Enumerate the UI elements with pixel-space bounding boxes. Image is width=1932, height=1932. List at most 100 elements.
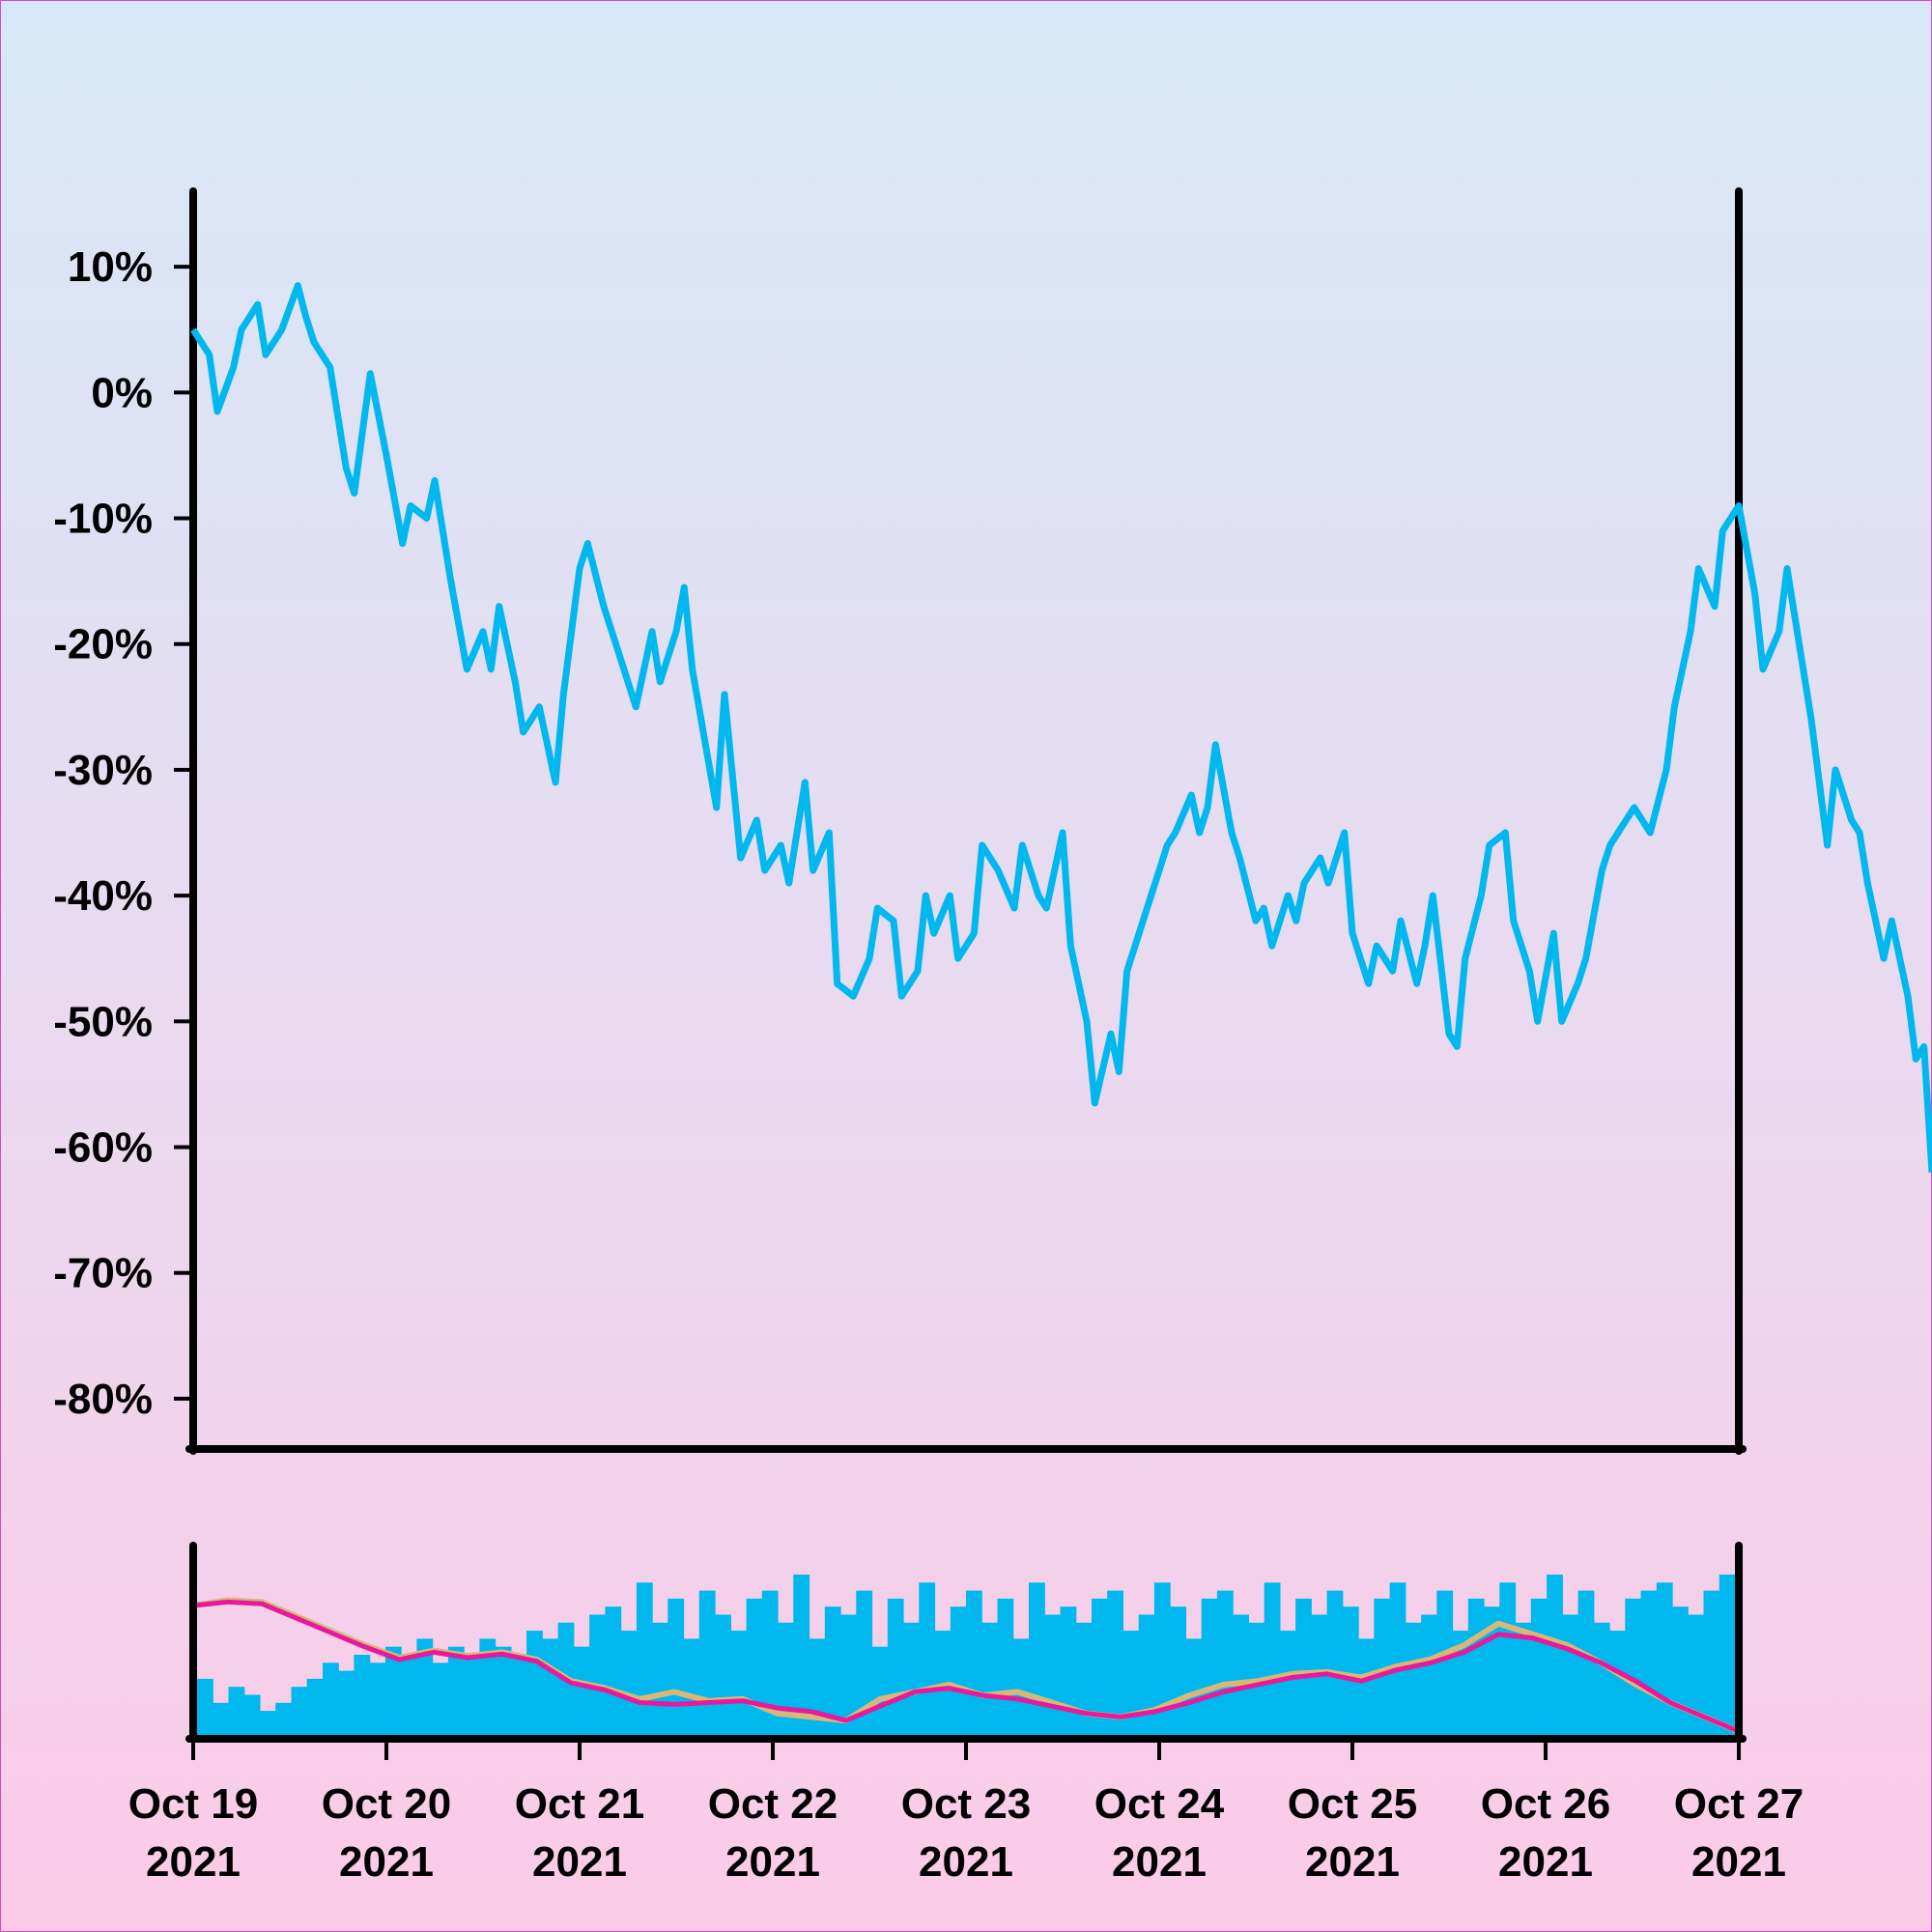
volume-bar [1562,1614,1579,1735]
volume-bar [1170,1606,1186,1735]
volume-bar [1719,1575,1736,1735]
volume-bar [778,1622,794,1735]
volume-bar [573,1646,590,1735]
series-line [190,282,1932,1173]
volume-bar [793,1575,810,1735]
volume-bar [338,1670,355,1735]
y-tick-label: -60% [53,1124,153,1172]
volume-bar [1326,1590,1344,1735]
volume-bar [683,1638,700,1735]
y-tick-label: -10% [53,496,153,543]
volume-bar [416,1638,434,1735]
volume-bar [715,1614,731,1735]
volume-bar [1688,1614,1705,1735]
volume-bar [1029,1582,1045,1735]
volume-bar [306,1678,324,1735]
lower-lines [192,1597,1741,1735]
volume-bar [1233,1614,1249,1735]
volume-bar [1703,1590,1720,1735]
volume-bar [1107,1590,1123,1735]
x-tick-label-date: Oct 23 [901,1780,1032,1828]
x-tick-label-date: Oct 26 [1481,1780,1611,1828]
volume-bar [589,1614,606,1735]
y-tick-label: -30% [53,747,153,794]
volume-bar [228,1687,245,1735]
volume-bar [919,1582,936,1735]
x-tick-label-date: Oct 27 [1674,1780,1804,1828]
volume-bar [856,1590,873,1735]
volume-bar [432,1662,449,1735]
volume-bar [447,1646,465,1735]
x-tick-label-date: Oct 25 [1288,1780,1418,1828]
volume-bar [1405,1622,1422,1735]
x-tick-label-date: Oct 21 [515,1780,645,1828]
x-tick-label-year: 2021 [919,1838,1013,1886]
volume-bar [1185,1638,1203,1735]
x-tick-label-date: Oct 19 [128,1780,259,1828]
volume-bar [934,1631,952,1735]
volume-bar [698,1590,716,1735]
volume-bar [1547,1575,1563,1735]
x-tick-label-year: 2021 [339,1838,434,1886]
y-tick-label: 10% [68,243,153,291]
volume-bar [1389,1582,1406,1735]
volume-bar [1201,1598,1218,1735]
x-tick-label-year: 2021 [1305,1838,1400,1886]
volume-bar [1012,1638,1030,1735]
moving-average-line-2 [192,1599,1740,1734]
volume-bar [1577,1590,1595,1735]
volume-bar [761,1590,779,1735]
volume-bar [1515,1622,1532,1735]
x-tick-label-year: 2021 [725,1838,820,1886]
volume-bar [1138,1614,1155,1735]
volume-bar [1342,1606,1359,1735]
y-ticks: 10% 0% -10% -20% -30% -40% -50% -60% -70% -80% [53,243,189,1423]
volume-bar [1672,1606,1689,1735]
volume-bar [384,1646,402,1735]
volume-bar [401,1655,417,1735]
volume-bar [1075,1622,1093,1735]
volume-bar [213,1702,229,1735]
y-tick-label: -50% [53,998,153,1045]
volume-bar [197,1678,213,1735]
volume-bar [871,1646,889,1735]
volume-bar [746,1598,763,1735]
volume-bar [652,1622,668,1735]
volume-bar [369,1662,386,1735]
lower-panel [185,1542,1747,1743]
volume-bar [464,1655,480,1735]
volume-bar [1295,1598,1312,1735]
x-tick-label-year: 2021 [1112,1838,1207,1886]
volume-bar [1264,1582,1281,1735]
volume-bar [1216,1590,1234,1735]
upper-axes [185,187,1747,1455]
volume-bar [275,1702,292,1735]
volume-bar [495,1646,512,1735]
volume-bar [950,1606,967,1735]
volume-bar [605,1606,622,1735]
y-tick-label: -70% [53,1250,153,1297]
volume-bar [966,1590,982,1735]
volume-bar [243,1694,261,1735]
volume-bar [887,1598,904,1735]
volume-bar [1153,1582,1171,1735]
x-tick-label-year: 2021 [532,1838,627,1886]
volume-bar [1060,1606,1077,1735]
volume-bar [260,1711,276,1735]
volume-bar [354,1655,371,1735]
volume-bar [1625,1598,1642,1735]
x-tick-label-date: Oct 24 [1094,1780,1225,1828]
volume-bar [1609,1631,1626,1735]
volume-bar [1656,1582,1673,1735]
volume-bar [903,1622,920,1735]
volume-bar [1467,1598,1485,1735]
volume-bar [479,1638,497,1735]
volume-bar [1044,1614,1061,1735]
volume-bar [997,1598,1014,1735]
volume-bar [1499,1582,1517,1735]
volume-bar [1593,1622,1610,1735]
x-tick-label-year: 2021 [1691,1838,1786,1886]
volume-bar [730,1631,748,1735]
volume-bar [510,1655,527,1735]
